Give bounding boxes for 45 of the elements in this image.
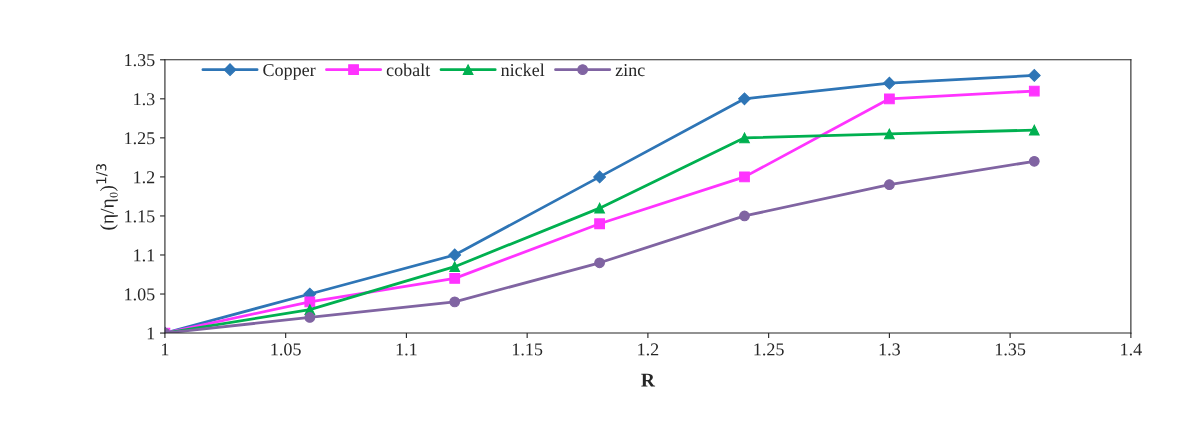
point [304,296,316,308]
point [304,312,316,323]
y-tick-label: 1 [147,327,155,340]
y-tick-label: 1.05 [125,288,155,301]
point [449,273,461,284]
point [739,171,750,183]
y-tick-label: 1.2 [134,171,155,184]
point [1027,68,1041,82]
y-tick-label: 1.3 [134,93,155,106]
point [884,179,895,191]
x-tick-label: 1.4 [1121,343,1142,356]
y-tick-label: 1.1 [134,249,155,262]
point [884,128,895,140]
x-tick-label: 1 [161,343,169,356]
point [739,132,750,144]
legend-label: nickel [501,63,545,77]
legend-label: Copper [263,64,316,80]
x-tick-label: 1.3 [879,343,900,356]
point [1028,155,1040,167]
point [739,210,750,222]
point [449,261,461,273]
point [884,93,895,105]
x-axis-title: R [641,373,656,387]
x-tick-label: 1.05 [271,343,301,356]
y-tick-label: 1.15 [125,210,155,223]
point [594,257,605,269]
y-axis-title: (η/η₀)$^{1/3}$ [96,164,118,230]
x-tick-label: 1.2 [638,343,659,356]
point [449,296,461,308]
legend-label: cobalt [386,63,431,77]
y-tick-label: 1.35 [125,54,155,67]
point [448,248,462,262]
x-tick-label: 1.1 [396,343,417,356]
point [1028,85,1040,97]
y-tick-label: 1.25 [125,132,155,145]
x-tick-label: 1.35 [995,343,1026,356]
point [593,170,607,184]
point [594,202,605,214]
point [738,92,751,106]
x-tick-label: 1.15 [512,343,543,356]
point [1028,124,1040,136]
legend-label: zinc [615,64,645,77]
point [882,76,896,90]
x-tick-label: 1.25 [754,343,784,356]
point [594,218,605,230]
